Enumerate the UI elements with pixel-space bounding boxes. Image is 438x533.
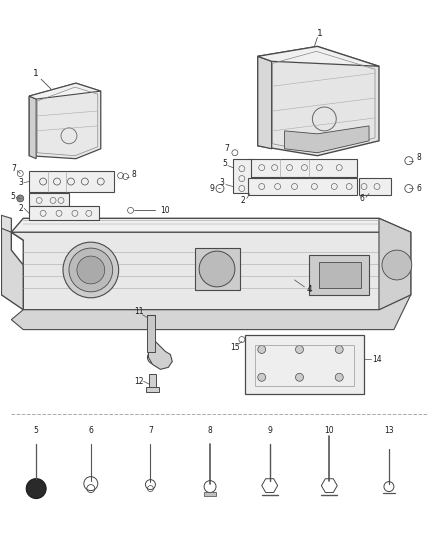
- Text: 3: 3: [219, 178, 224, 187]
- Polygon shape: [258, 46, 379, 156]
- Bar: [29, 171, 114, 192]
- Polygon shape: [258, 46, 379, 66]
- Circle shape: [26, 479, 46, 498]
- Bar: [359, 177, 391, 196]
- Text: 5: 5: [34, 426, 39, 435]
- Bar: [146, 387, 159, 392]
- Bar: [248, 177, 357, 196]
- Circle shape: [258, 373, 266, 381]
- Text: 8: 8: [417, 153, 421, 162]
- Bar: [245, 335, 364, 394]
- Bar: [248, 159, 357, 176]
- Text: 9: 9: [210, 184, 215, 193]
- Text: 8: 8: [208, 426, 212, 435]
- Text: 1: 1: [33, 69, 39, 78]
- Polygon shape: [11, 232, 411, 310]
- Text: 13: 13: [384, 426, 394, 435]
- Circle shape: [296, 345, 304, 353]
- Bar: [233, 159, 251, 193]
- Text: 4: 4: [307, 285, 312, 294]
- Polygon shape: [195, 248, 240, 290]
- Polygon shape: [148, 335, 172, 369]
- Polygon shape: [258, 56, 272, 149]
- Text: 3: 3: [19, 178, 24, 187]
- Text: 9: 9: [267, 426, 272, 435]
- Circle shape: [382, 250, 412, 280]
- Bar: [29, 206, 99, 220]
- Circle shape: [296, 373, 304, 381]
- Text: 15: 15: [230, 343, 240, 352]
- Bar: [149, 374, 156, 389]
- Bar: [29, 193, 69, 206]
- Text: 10: 10: [161, 206, 170, 215]
- Polygon shape: [1, 215, 11, 232]
- Text: 10: 10: [325, 426, 334, 435]
- Circle shape: [199, 251, 235, 287]
- Circle shape: [69, 248, 113, 292]
- Polygon shape: [29, 83, 101, 99]
- Text: 8: 8: [131, 170, 136, 179]
- Polygon shape: [309, 255, 369, 295]
- Polygon shape: [11, 295, 411, 329]
- Text: 5: 5: [223, 159, 227, 168]
- Text: 6: 6: [360, 194, 364, 203]
- Text: 2: 2: [19, 204, 24, 213]
- Circle shape: [77, 256, 105, 284]
- Text: 5: 5: [10, 192, 15, 201]
- Circle shape: [17, 195, 24, 202]
- Polygon shape: [29, 96, 36, 159]
- Text: 1: 1: [317, 29, 322, 38]
- Text: 12: 12: [134, 377, 143, 386]
- Text: 6: 6: [88, 426, 93, 435]
- Text: 7: 7: [11, 164, 16, 173]
- Polygon shape: [11, 219, 411, 240]
- Circle shape: [258, 345, 266, 353]
- Bar: [255, 344, 354, 386]
- Text: 7: 7: [225, 144, 230, 154]
- Polygon shape: [379, 219, 411, 310]
- Circle shape: [63, 242, 119, 298]
- Text: 7: 7: [148, 426, 153, 435]
- Polygon shape: [285, 126, 369, 153]
- Polygon shape: [1, 219, 23, 310]
- Text: 11: 11: [134, 307, 143, 316]
- Text: 14: 14: [372, 355, 382, 364]
- Bar: [204, 491, 216, 496]
- Polygon shape: [319, 262, 361, 288]
- Bar: [148, 314, 155, 352]
- Circle shape: [335, 373, 343, 381]
- Polygon shape: [29, 83, 101, 159]
- Text: 6: 6: [416, 184, 421, 193]
- Text: 2: 2: [240, 196, 245, 205]
- Circle shape: [335, 345, 343, 353]
